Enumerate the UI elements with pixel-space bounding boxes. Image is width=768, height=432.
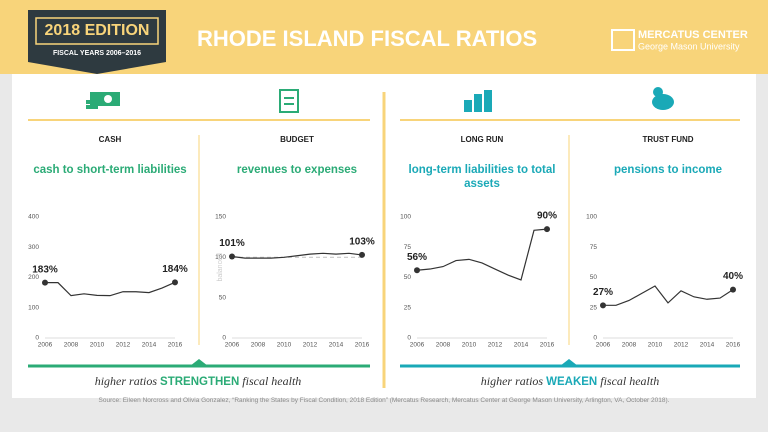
chart-title: revenues to expenses (236, 164, 358, 176)
data-point (359, 251, 365, 258)
category-label: BUDGET (280, 135, 314, 144)
value-label: 40% (723, 271, 743, 282)
x-tick-label: 2016 (168, 342, 183, 349)
org-sub: George Mason University (638, 41, 740, 51)
y-tick-label: 50 (404, 274, 412, 281)
reference-label: balanced (217, 253, 224, 282)
edition: 2018 EDITION (45, 22, 150, 39)
x-tick-label: 2006 (596, 342, 611, 349)
y-tick-label: 75 (590, 244, 598, 251)
caption-emphasis: STRENGTHEN (160, 376, 240, 388)
y-tick-label: 400 (28, 214, 39, 221)
x-tick-label: 2006 (410, 342, 425, 349)
value-label: 90% (537, 211, 557, 222)
y-tick-label: 200 (28, 274, 39, 281)
y-tick-label: 150 (215, 214, 226, 221)
page-title: RHODE ISLAND FISCAL RATIOS (197, 26, 537, 51)
chart-title: pensions to income (614, 164, 722, 176)
icon-cash (86, 92, 120, 109)
icon-long-run (464, 90, 492, 112)
x-tick-label: 2014 (700, 342, 715, 349)
edition-badge (28, 10, 166, 74)
x-tick-label: 2014 (142, 342, 157, 349)
x-tick-label: 2016 (540, 342, 555, 349)
data-point (544, 226, 550, 233)
value-label: 183% (32, 264, 58, 275)
base-pointer (560, 359, 578, 366)
y-tick-label: 0 (407, 335, 411, 342)
data-line (231, 252, 363, 259)
edition-frame (35, 17, 159, 45)
x-tick-label: 2006 (38, 342, 53, 349)
chart-title: cash to short-term liabilities (33, 164, 187, 176)
x-tick-label: 2016 (726, 342, 741, 349)
data-point (600, 302, 606, 309)
x-tick-label: 2010 (648, 342, 663, 349)
base-pointer (190, 359, 208, 366)
data-point (42, 279, 48, 286)
icon-budget (279, 89, 299, 113)
x-tick-label: 2012 (674, 342, 689, 349)
x-tick-label: 2008 (436, 342, 451, 349)
category-label: CASH (99, 135, 122, 144)
y-tick-label: 100 (28, 304, 39, 311)
y-tick-label: 100 (586, 214, 597, 221)
category-label: TRUST FUND (642, 135, 693, 144)
y-tick-label: 100 (215, 254, 226, 261)
y-tick-label: 25 (590, 304, 598, 311)
x-tick-label: 2012 (116, 342, 131, 349)
value-label: 27% (593, 287, 613, 298)
caption-text: higher ratios (94, 374, 158, 388)
x-tick-label: 2012 (488, 342, 503, 349)
data-line (45, 281, 176, 297)
y-tick-label: 50 (219, 294, 227, 301)
data-point (229, 253, 235, 260)
value-label: 101% (219, 238, 245, 249)
x-tick-label: 2010 (90, 342, 105, 349)
y-tick-label: 50 (590, 274, 598, 281)
x-tick-label: 2008 (251, 342, 266, 349)
value-label: 184% (162, 264, 188, 275)
x-tick-label: 2010 (277, 342, 292, 349)
data-point (172, 279, 178, 286)
x-tick-label: 2012 (303, 342, 318, 349)
icon-trust-fund (652, 87, 674, 110)
data-point (730, 286, 736, 293)
chart-title: long-term liabilities to total assets (408, 164, 556, 190)
years: FISCAL YEARS 2006–2016 (53, 50, 141, 57)
value-label: 103% (349, 237, 375, 248)
caption-text: higher ratios (480, 374, 544, 388)
value-label: 56% (407, 252, 427, 263)
y-tick-label: 75 (404, 244, 412, 251)
y-tick-label: 0 (222, 335, 226, 342)
data-line (603, 285, 734, 306)
x-tick-label: 2008 (64, 342, 79, 349)
x-tick-label: 2016 (355, 342, 370, 349)
caption: higher ratios STRENGTHEN fiscal health (28, 374, 368, 389)
x-tick-label: 2010 (462, 342, 477, 349)
data-point (414, 267, 420, 274)
y-tick-label: 0 (35, 335, 39, 342)
org: MERCATUS CENTER (638, 29, 748, 41)
source: Source: Eileen Norcross and Olivia Gonza… (98, 397, 670, 404)
y-tick-label: 0 (593, 335, 597, 342)
caption-emphasis: WEAKEN (546, 376, 598, 388)
data-line (416, 228, 548, 281)
caption-text: fiscal health (242, 374, 302, 388)
x-tick-label: 2006 (225, 342, 240, 349)
caption-text: fiscal health (600, 374, 660, 388)
category-label: LONG RUN (461, 135, 504, 144)
x-tick-label: 2008 (622, 342, 637, 349)
logo-mark (611, 29, 635, 51)
caption: higher ratios WEAKEN fiscal health (400, 374, 740, 389)
x-tick-label: 2014 (514, 342, 529, 349)
y-tick-label: 100 (400, 214, 411, 221)
y-tick-label: 300 (28, 244, 39, 251)
y-tick-label: 25 (404, 304, 412, 311)
x-tick-label: 2014 (329, 342, 344, 349)
